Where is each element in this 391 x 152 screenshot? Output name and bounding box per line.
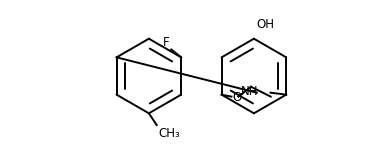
Text: OH: OH (256, 18, 274, 31)
Text: O: O (232, 91, 242, 104)
Text: F: F (163, 36, 169, 48)
Text: NH: NH (241, 85, 259, 98)
Text: CH₃: CH₃ (159, 127, 180, 140)
